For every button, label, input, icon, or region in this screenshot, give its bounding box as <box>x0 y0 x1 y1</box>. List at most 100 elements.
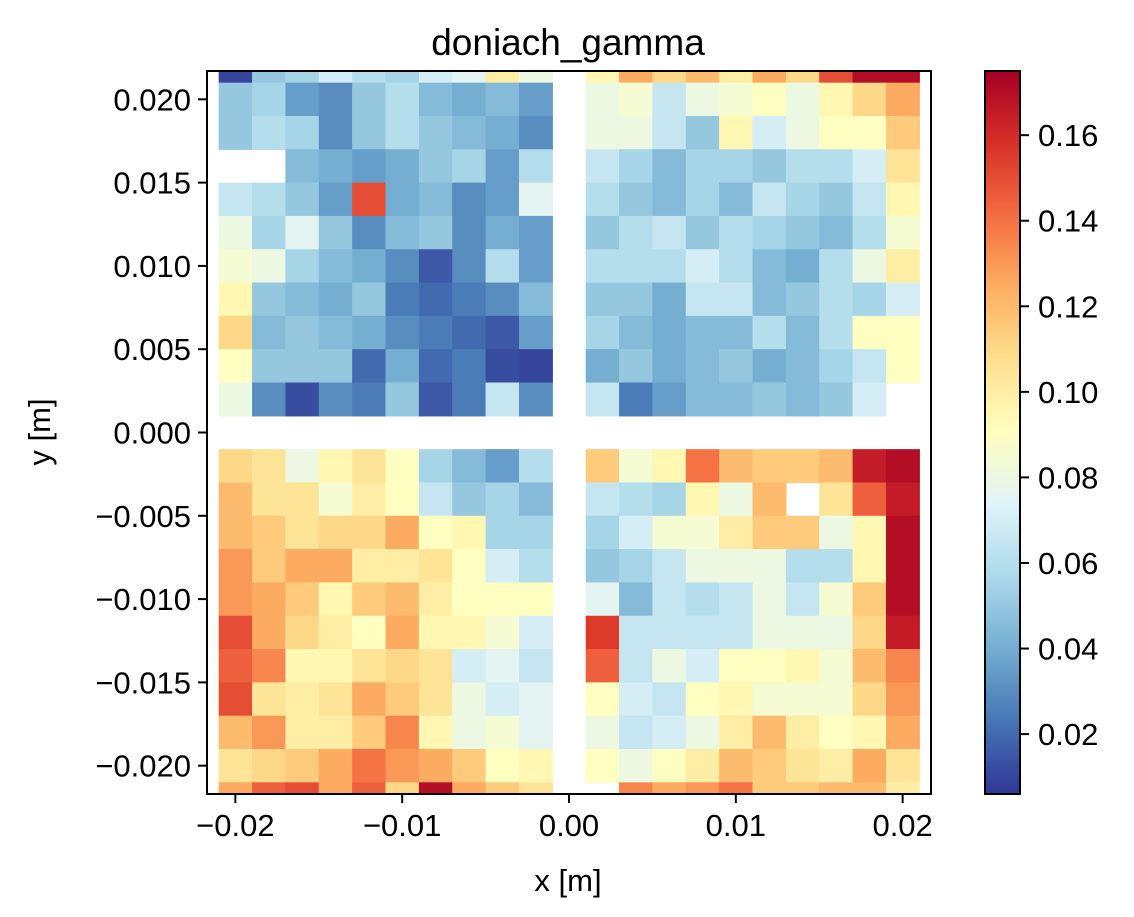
heatmap-cell <box>418 182 453 217</box>
heatmap-cell <box>752 682 787 717</box>
heatmap-cell <box>585 582 620 617</box>
heatmap-cell <box>885 249 920 284</box>
heatmap-cell <box>819 249 854 284</box>
heatmap-cell <box>652 749 687 783</box>
heatmap-cell <box>385 382 420 417</box>
heatmap-cell <box>518 349 553 384</box>
heatmap-cell <box>518 449 553 484</box>
heatmap-cell <box>518 82 553 117</box>
heatmap-cell <box>685 82 720 117</box>
heatmap-cell <box>518 615 553 650</box>
heatmap-cell <box>352 549 387 584</box>
heatmap-cell <box>318 282 353 317</box>
heatmap-cell <box>819 615 854 650</box>
heatmap-cell <box>619 315 654 350</box>
heatmap-cell <box>752 582 787 617</box>
heatmap-cell <box>652 715 687 750</box>
heatmap-cell <box>885 649 920 683</box>
heatmap-cell <box>852 282 887 317</box>
heatmap-cell <box>785 715 820 750</box>
heatmap-cell <box>652 382 687 417</box>
heatmap-cell <box>352 115 387 150</box>
heatmap-cell <box>352 215 387 250</box>
heatmap-cell <box>719 715 754 750</box>
y-tick-label: 0.010 <box>113 249 191 284</box>
heatmap-cells <box>218 71 920 795</box>
heatmap-cell <box>619 682 654 717</box>
heatmap-cell <box>285 215 320 250</box>
heatmap-cell <box>652 782 687 795</box>
heatmap-cell <box>852 749 887 783</box>
heatmap-cell <box>619 382 654 417</box>
heatmap-cell <box>485 115 520 150</box>
heatmap-cell <box>619 149 654 184</box>
heatmap-cell <box>685 282 720 317</box>
heatmap-cell <box>652 682 687 717</box>
heatmap-cell <box>719 649 754 683</box>
y-axis-label: y [m] <box>22 398 57 465</box>
heatmap-cell <box>485 349 520 384</box>
heatmap-cell <box>485 515 520 550</box>
heatmap-cell <box>285 82 320 117</box>
heatmap-cell <box>252 449 287 484</box>
heatmap-cell <box>452 249 487 284</box>
heatmap-cell <box>318 182 353 217</box>
heatmap-cell <box>218 649 253 683</box>
heatmap-cell <box>518 182 553 217</box>
heatmap-cell <box>518 715 553 750</box>
heatmap-cell <box>485 782 520 795</box>
x-axis-ticks: −0.02 −0.01 0.00 0.01 0.02 <box>196 794 933 843</box>
heatmap-cell <box>819 515 854 550</box>
heatmap-cell <box>518 649 553 683</box>
heatmap-cell <box>652 349 687 384</box>
heatmap-cell <box>318 382 353 417</box>
heatmap-cell <box>452 449 487 484</box>
heatmap-cell <box>285 249 320 284</box>
heatmap-cell <box>719 682 754 717</box>
heatmap-cell <box>619 282 654 317</box>
heatmap-cell <box>518 515 553 550</box>
heatmap-cell <box>452 215 487 250</box>
heatmap-cell <box>752 115 787 150</box>
heatmap-cell <box>385 615 420 650</box>
y-tick-label: −0.015 <box>95 665 191 700</box>
heatmap-cell <box>752 149 787 184</box>
colorbar-ticks: 0.02 0.04 0.06 0.08 0.10 0.12 0.14 0.16 <box>1020 118 1098 752</box>
heatmap-cell <box>619 515 654 550</box>
heatmap-cell <box>452 649 487 683</box>
heatmap-cell <box>852 115 887 150</box>
heatmap-cell <box>418 549 453 584</box>
heatmap-cell <box>418 249 453 284</box>
heatmap-cell <box>852 215 887 250</box>
y-tick-label: −0.010 <box>95 582 191 617</box>
heatmap-cell <box>619 115 654 150</box>
heatmap-cell <box>485 549 520 584</box>
heatmap-cell <box>385 582 420 617</box>
heatmap-cell <box>252 382 287 417</box>
heatmap-cell <box>719 515 754 550</box>
heatmap-cell <box>685 315 720 350</box>
heatmap-cell <box>819 582 854 617</box>
heatmap-cell <box>585 515 620 550</box>
heatmap-cell <box>485 182 520 217</box>
heatmap-cell <box>452 782 487 795</box>
heatmap-cell <box>885 115 920 150</box>
heatmap-cell <box>852 615 887 650</box>
heatmap-cell <box>852 149 887 184</box>
heatmap-cell <box>485 82 520 117</box>
heatmap-cell <box>252 482 287 517</box>
heatmap-cell <box>252 71 287 84</box>
heatmap-cell <box>752 182 787 217</box>
heatmap-cell <box>418 615 453 650</box>
heatmap-cell <box>452 71 487 84</box>
heatmap-cell <box>452 349 487 384</box>
heatmap-cell <box>885 82 920 117</box>
heatmap-cell <box>385 682 420 717</box>
heatmap-cell <box>852 249 887 284</box>
heatmap-cell <box>585 349 620 384</box>
heatmap-cell <box>719 782 754 795</box>
heatmap-cell <box>685 482 720 517</box>
colorbar-tick-label: 0.10 <box>1038 375 1098 410</box>
colorbar-tick-label: 0.12 <box>1038 289 1098 324</box>
